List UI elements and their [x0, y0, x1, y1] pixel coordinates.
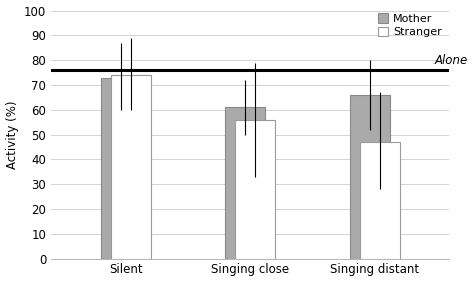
Bar	[111, 75, 151, 259]
Bar	[236, 120, 275, 259]
Bar	[226, 107, 265, 259]
Bar	[101, 78, 141, 259]
Text: Alone: Alone	[435, 54, 468, 67]
Bar	[350, 95, 389, 259]
Bar	[360, 142, 399, 259]
Legend: Mother, Stranger: Mother, Stranger	[376, 11, 444, 39]
Y-axis label: Activity (%): Activity (%)	[6, 100, 18, 169]
